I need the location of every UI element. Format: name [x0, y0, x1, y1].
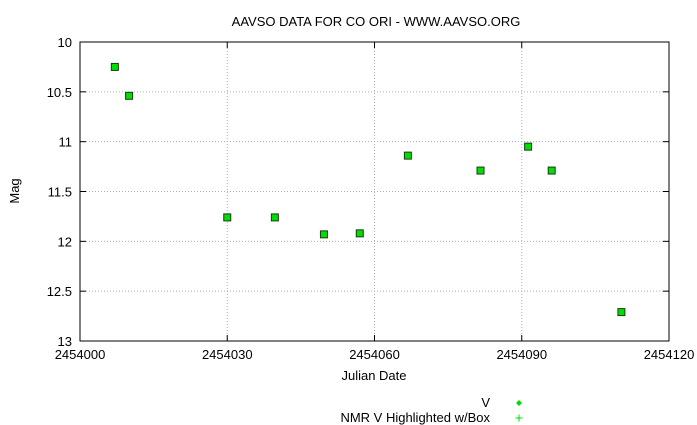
legend-label-highlight: NMR V Highlighted w/Box	[340, 410, 490, 425]
data-point	[403, 151, 412, 160]
x-tick-label: 2454060	[349, 347, 400, 362]
legend-diamond-icon	[516, 400, 522, 406]
data-point	[617, 308, 626, 317]
x-axis-label: Julian Date	[341, 368, 406, 383]
data-point	[125, 91, 134, 100]
x-tick-label: 2454090	[496, 347, 547, 362]
x-tick-label: 2454030	[202, 347, 253, 362]
data-point	[223, 213, 232, 222]
y-tick-label: 10.5	[47, 85, 72, 100]
y-axis-label: Mag	[7, 178, 22, 203]
y-tick-label: 12	[58, 234, 72, 249]
grid	[80, 42, 669, 341]
y-tick-label: 11.5	[48, 185, 72, 200]
data-point	[355, 229, 364, 238]
x-tick-label: 2454000	[55, 347, 106, 362]
y-tick-label: 11	[59, 135, 73, 150]
data-point	[524, 142, 533, 151]
data-point	[110, 62, 119, 71]
data-points	[110, 62, 626, 317]
y-tick-label: 12.5	[47, 284, 72, 299]
axis-ticks: 2454000 2454030 2454060 2454090 2454120 10 10.…	[47, 35, 695, 362]
y-tick-label: 10	[58, 35, 72, 50]
chart-title: AAVSO DATA FOR CO ORI - WWW.AAVSO.ORG	[232, 14, 521, 29]
y-tick-label: 13	[58, 334, 72, 349]
legend-label-v: V	[481, 395, 490, 410]
legend-plus-icon	[515, 414, 523, 422]
legend: V NMR V Highlighted w/Box	[340, 395, 523, 425]
data-point	[476, 166, 485, 175]
data-point	[270, 213, 279, 222]
data-point	[547, 166, 556, 175]
x-tick-label: 2454120	[644, 347, 695, 362]
data-point	[319, 230, 328, 239]
